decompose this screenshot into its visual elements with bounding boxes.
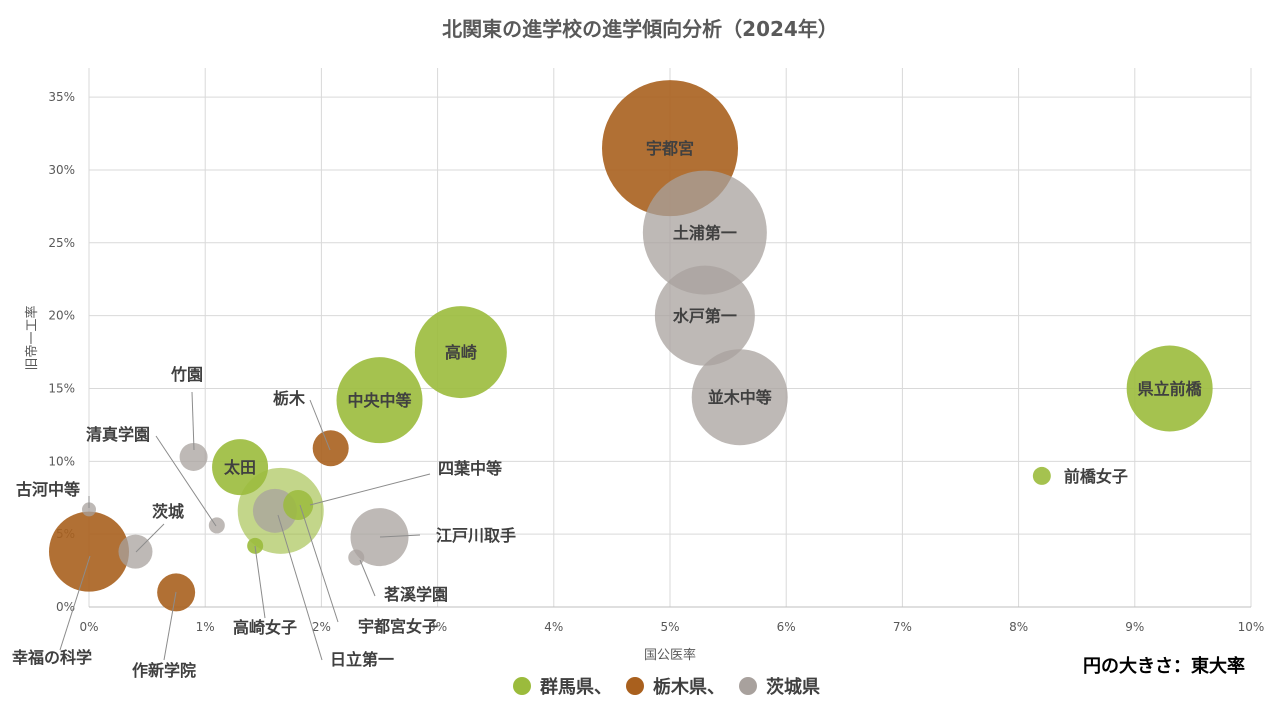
leader-line-2-8	[379, 534, 421, 538]
legend-marker-2	[739, 677, 757, 695]
bubble-label-0-0: 高崎	[445, 343, 477, 362]
y-tick-label: 0%	[56, 600, 75, 614]
y-tick-label: 35%	[48, 90, 75, 104]
leader-line-0-5	[254, 545, 266, 619]
bubble-2-1	[654, 265, 755, 366]
bubble-label-0-1: 中央中等	[347, 391, 411, 410]
x-tick-label: 3%	[428, 620, 447, 634]
x-tick-label: 2%	[312, 620, 331, 634]
bubble-2-4	[208, 517, 225, 534]
bubble-0-0	[414, 306, 507, 399]
bubble-label-1-0: 宇都宮	[646, 139, 694, 158]
bubble-label-2-8: 江戸川取手	[436, 526, 516, 545]
leader-line-2-5	[135, 523, 165, 553]
x-tick-label: 4%	[544, 620, 563, 634]
bubble-0-3	[1032, 466, 1051, 485]
y-tick-label: 15%	[48, 381, 75, 395]
bubble-label-1-1: 栃木	[273, 389, 306, 408]
y-tick-label: 20%	[48, 309, 75, 323]
bubble-2-3	[179, 442, 208, 471]
bubble-label-0-5: 高崎女子	[233, 618, 297, 637]
x-axis-title: 国公医率	[644, 647, 696, 663]
y-axis-title: 旧帝一工率	[24, 305, 40, 370]
bubble-2-2	[691, 349, 788, 446]
x-tick-label: 5%	[660, 620, 679, 634]
bubble-label-2-6: 古河中等	[16, 480, 80, 499]
bubble-label-2-1: 水戸第一	[673, 307, 737, 326]
x-tick-label: 7%	[893, 620, 912, 634]
leader-lines	[59, 391, 431, 661]
bubble-1-1	[312, 430, 349, 467]
y-tick-label: 10%	[48, 454, 75, 468]
y-tick-label: 25%	[48, 236, 75, 250]
bubble-2-5	[118, 534, 153, 569]
leader-line-0-7	[277, 514, 323, 661]
legend: 群馬県、 栃木県、 茨城県	[513, 676, 820, 698]
bubble-label-2-9: 茗溪学園	[384, 585, 448, 604]
chart-title: 北関東の進学校の進学傾向分析（2024年）	[442, 17, 838, 41]
leader-line-2-7	[59, 555, 91, 651]
bubble-2-0	[642, 170, 767, 295]
x-tick-label: 9%	[1125, 620, 1144, 634]
bubble-0-2	[212, 439, 269, 496]
bubble-2-8	[350, 508, 409, 567]
y-tick-label: 30%	[48, 163, 75, 177]
bubble-0-1	[336, 357, 423, 444]
size-note: 円の大きさ：東大率	[1083, 655, 1245, 677]
bubble-label-1-3: 作新学院	[132, 661, 196, 680]
leader-line-1-3	[163, 591, 177, 661]
x-tick-label: 10%	[1238, 620, 1265, 634]
x-tick-label: 6%	[777, 620, 796, 634]
bubble-label-0-3: 前橋女子	[1064, 467, 1128, 486]
leader-line-1-2	[299, 504, 339, 623]
bubble-2-6	[82, 502, 96, 517]
bubble-label-0-4: 県立前橋	[1138, 379, 1203, 398]
x-tick-label: 1%	[196, 620, 215, 634]
bubble-label-2-7: 幸福の科学	[12, 648, 92, 667]
legend-marker-0	[513, 677, 531, 695]
bubble-1-2	[49, 511, 129, 592]
legend-marker-1	[626, 677, 644, 695]
bubbles	[49, 80, 1213, 612]
bubble-label-2-4: 清真学園	[86, 425, 150, 444]
x-tick-label: 8%	[1009, 620, 1028, 634]
bubble-label-2-0: 土浦第一	[673, 224, 737, 243]
bubble-0-5	[247, 537, 264, 554]
bubble-0-6	[283, 490, 314, 521]
leader-line-2-3	[191, 391, 195, 451]
tick-labels: 0%1%2%3%4%5%6%7%8%9%10%0%5%10%15%20%25%3…	[48, 90, 1264, 634]
leader-line-0-6	[309, 473, 431, 506]
legend-label-0: 群馬県、	[540, 676, 612, 698]
x-tick-label: 0%	[79, 620, 98, 634]
bubble-label-0-7: 日立第一	[330, 650, 394, 669]
bubble-label-2-2: 並木中等	[708, 388, 772, 407]
bubble-label-0-2: 太田	[223, 458, 256, 477]
leader-line-2-9	[359, 559, 376, 597]
bubble-label-2-3: 竹園	[170, 365, 203, 384]
legend-label-2: 茨城県	[766, 676, 820, 698]
bubble-label-1-2: 宇都宮女子	[358, 617, 438, 636]
bubble-0-4	[1126, 345, 1213, 432]
legend-label-1: 栃木県、	[653, 676, 725, 698]
leader-line-2-4	[155, 435, 217, 527]
leader-line-1-1	[309, 399, 331, 451]
bubble-label-0-6: 四葉中等	[438, 459, 502, 478]
bubble-2-9	[348, 549, 365, 566]
bubble-label-2-5: 茨城	[152, 502, 184, 521]
